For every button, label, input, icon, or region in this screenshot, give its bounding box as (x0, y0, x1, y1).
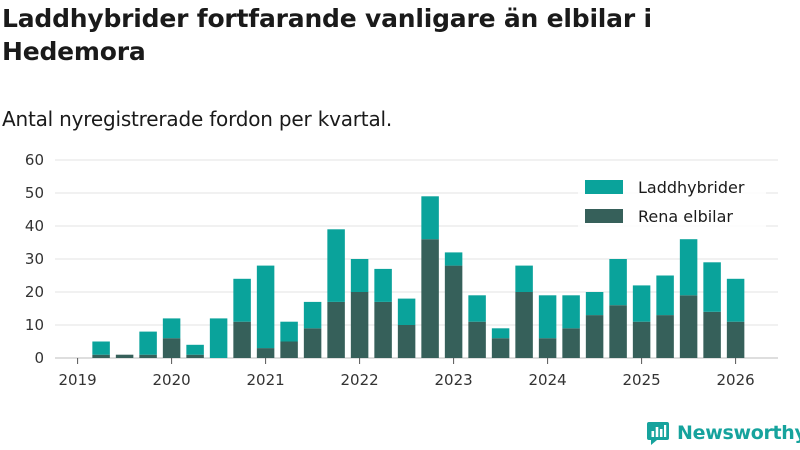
newsworthy-logo: Newsworthy (645, 420, 800, 446)
y-tick-label: 10 (25, 316, 44, 334)
bar-laddhybrider (726, 278, 745, 322)
chart-subtitle: Antal nyregistrerade fordon per kvartal. (2, 107, 393, 131)
bar-rena-elbilar (585, 315, 604, 358)
bar-laddhybrider (703, 262, 721, 312)
bar-laddhybrider (562, 295, 580, 329)
bar-rena-elbilar (726, 321, 745, 358)
legend-swatch-laddhybrider (585, 180, 623, 194)
bar-laddhybrider (397, 298, 416, 325)
bar-laddhybrider (444, 252, 463, 266)
y-axis: 0 10 20 30 40 50 60 (25, 151, 44, 367)
bar-rena-elbilar (421, 239, 439, 358)
x-tick-label: 2021 (247, 371, 285, 389)
bar-rena-elbilar (468, 321, 486, 358)
bar-rena-elbilar (679, 295, 698, 358)
bar-laddhybrider (632, 285, 651, 322)
legend-swatch-rena-elbilar (585, 209, 623, 223)
y-tick-label: 40 (25, 217, 44, 235)
legend-label: Laddhybrider (638, 178, 745, 197)
x-tick-label: 2025 (623, 371, 661, 389)
bar-rena-elbilar (562, 328, 580, 358)
bar-rena-elbilar (491, 338, 510, 358)
legend-label: Rena elbilar (638, 207, 733, 226)
y-tick-label: 20 (25, 283, 44, 301)
bar-laddhybrider (656, 275, 674, 316)
x-tick-label: 2026 (717, 371, 755, 389)
bar-rena-elbilar (139, 354, 157, 358)
bar-rena-elbilar (397, 325, 416, 358)
bar-laddhybrider (491, 328, 510, 339)
bars (92, 196, 745, 358)
y-tick-label: 30 (25, 250, 44, 268)
bar-laddhybrider (186, 344, 204, 355)
bar-laddhybrider (162, 318, 181, 339)
x-axis: 2019 2020 2021 2022 2023 2024 2025 2026 (59, 358, 755, 389)
bar-laddhybrider (679, 239, 698, 296)
bar-rena-elbilar (350, 292, 369, 358)
chart-title: Laddhybrider fortfarande vanligare än el… (2, 4, 652, 66)
bar-rena-elbilar (115, 354, 134, 358)
bar-laddhybrider (92, 341, 110, 355)
bar-rena-elbilar (444, 265, 463, 358)
bar-laddhybrider (515, 265, 533, 292)
legend: Laddhybrider Rena elbilar (578, 170, 766, 228)
y-tick-label: 60 (25, 151, 44, 169)
y-tick-label: 0 (34, 349, 44, 367)
bar-laddhybrider (374, 268, 392, 302)
bar-rena-elbilar (656, 315, 674, 358)
bar-rena-elbilar (515, 292, 533, 358)
bar-laddhybrider (209, 318, 228, 358)
bar-laddhybrider (303, 301, 322, 329)
bar-rena-elbilar (280, 341, 298, 358)
bar-rena-elbilar (256, 348, 275, 358)
bar-rena-elbilar (632, 321, 651, 358)
bar-rena-elbilar (327, 301, 345, 358)
bar-laddhybrider (585, 292, 604, 316)
x-tick-label: 2019 (59, 371, 97, 389)
bar-laddhybrider (538, 295, 557, 339)
bar-laddhybrider (468, 295, 486, 322)
x-tick-label: 2020 (153, 371, 191, 389)
bar-rena-elbilar (233, 321, 251, 358)
bar-laddhybrider (421, 196, 439, 240)
bar-laddhybrider (139, 331, 157, 355)
bar-rena-elbilar (703, 311, 721, 358)
x-tick-label: 2022 (341, 371, 379, 389)
bar-rena-elbilar (186, 354, 204, 358)
bar-rena-elbilar (609, 305, 627, 358)
bar-rena-elbilar (92, 354, 110, 358)
x-tick-label: 2024 (529, 371, 567, 389)
newsworthy-logo-icon (647, 422, 669, 445)
newsworthy-logo-text: Newsworthy (677, 422, 800, 444)
bar-laddhybrider (350, 259, 369, 292)
bar-laddhybrider (327, 229, 345, 302)
bar-rena-elbilar (162, 338, 181, 358)
bar-rena-elbilar (374, 301, 392, 358)
bar-rena-elbilar (538, 338, 557, 358)
bar-rena-elbilar (303, 328, 322, 358)
x-tick-label: 2023 (435, 371, 473, 389)
bar-laddhybrider (280, 321, 298, 342)
bar-laddhybrider (256, 265, 275, 349)
bar-laddhybrider (609, 259, 627, 306)
bar-laddhybrider (233, 278, 251, 322)
y-tick-label: 50 (25, 184, 44, 202)
